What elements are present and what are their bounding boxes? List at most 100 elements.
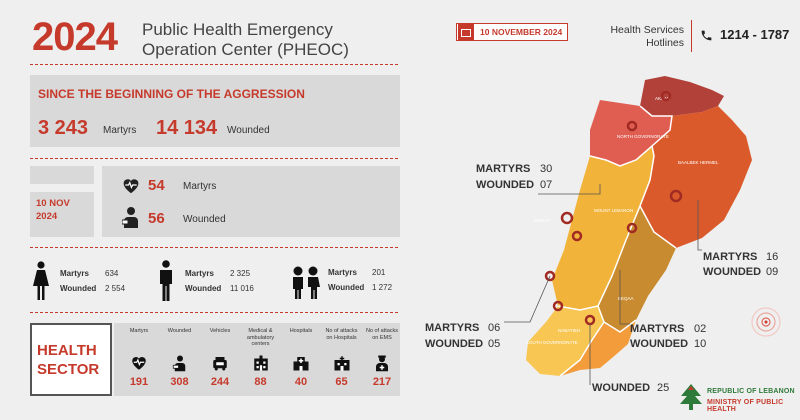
leader-bekaa	[619, 270, 630, 325]
health-sector-title-line1: HEALTH	[37, 342, 97, 359]
health-item-value: 308	[170, 376, 189, 388]
marker-south	[552, 300, 564, 312]
lebanon-map: AKKAR NORTH GOVERNORATE BAALBEK HERMEL B…	[504, 76, 781, 385]
heart-monitor-icon	[130, 354, 148, 372]
map-region-akkar	[640, 76, 724, 116]
woman-martyrs-value: 634	[105, 269, 119, 278]
health-item-value: 88	[254, 376, 267, 388]
children-wounded-label: Wounded	[328, 283, 365, 292]
marker-bekaa	[626, 222, 638, 234]
marker-beirut-1	[560, 211, 574, 225]
wounded-person-icon	[122, 207, 138, 228]
marker-beirut-2	[571, 230, 583, 242]
today-divider	[30, 247, 398, 248]
since-wounded-label: Wounded	[227, 125, 270, 136]
map-region-bekaa	[598, 206, 676, 332]
man-wounded-label: Wounded	[185, 284, 222, 293]
wounded-person-icon	[171, 354, 189, 372]
map-markers	[544, 90, 683, 326]
hotline-number: 1214 - 1787	[720, 27, 790, 42]
marker-north	[626, 120, 638, 132]
callout-bekaa-martyrs-label: MARTYRS	[630, 323, 685, 335]
health-item-value: 244	[210, 376, 230, 388]
marker-akkar	[660, 90, 672, 102]
today-date-top	[30, 166, 94, 184]
health-sector-title-line2: SECTOR	[37, 361, 100, 378]
callout-nabatieh-wounded-label: WOUNDED	[592, 382, 651, 394]
date-text: 10 NOVEMBER 2024	[480, 27, 563, 37]
cedar-logo-icon	[680, 384, 702, 410]
callout-mount-wounded-label: WOUNDED	[476, 179, 535, 191]
pheoc-title-line1: Public Health Emergency	[142, 20, 333, 39]
heart-pulse-icon	[123, 179, 139, 194]
callout-baalbek-martyrs-label: MARTYRS	[703, 251, 758, 263]
leader-south	[504, 275, 551, 323]
since-wounded-value: 14 134	[156, 117, 218, 139]
health-item-label: Martyrs	[129, 328, 149, 334]
ambulance-icon	[211, 354, 229, 372]
hotlines-label-line1: Health Services	[610, 24, 684, 36]
today-stats-panel	[102, 166, 400, 237]
marker-baalbek	[669, 189, 683, 203]
health-item-value: 40	[294, 376, 308, 388]
callout-bekaa-martyrs: 02	[694, 323, 707, 335]
callout-mount-martyrs: 30	[540, 163, 553, 175]
leader-mount	[538, 184, 601, 195]
hospital-icon	[292, 354, 310, 372]
hotlines-label-line2: Hotlines	[646, 37, 684, 49]
map-label-north: NORTH GOVERNORATE	[617, 134, 669, 139]
today-date-panel	[30, 192, 94, 237]
ems-attack-icon	[373, 354, 391, 372]
calendar-icon	[458, 24, 474, 40]
health-item-label: Wounded	[167, 328, 192, 334]
man-icon	[160, 260, 172, 301]
map-label-baalbek: BAALBEK HERMEL	[678, 160, 719, 165]
health-item-label: Hospitals	[289, 328, 313, 334]
health-item-value: 65	[335, 376, 348, 388]
radar-target-icon	[751, 307, 781, 337]
map-label-mount: MOUNT LEBANON	[594, 208, 633, 213]
man-martyrs-value: 2 325	[230, 269, 251, 278]
woman-icon	[33, 261, 49, 300]
health-item-label: No of attacks on Hospitals	[325, 328, 358, 341]
since-martyrs-label: Martyrs	[103, 125, 137, 136]
callout-bekaa-wounded: 10	[694, 338, 707, 350]
phone-icon	[701, 30, 712, 41]
callout-bekaa-wounded-label: WOUNDED	[630, 338, 689, 350]
pheoc-title-line2: Operation Center (PHEOC)	[142, 40, 349, 59]
health-item-value: 191	[129, 376, 149, 388]
today-wounded-label: Wounded	[183, 214, 226, 225]
map-region-south	[526, 306, 604, 376]
callout-nabatieh-wounded: 25	[657, 382, 670, 394]
callout-south-martyrs-label: MARTYRS	[425, 322, 480, 334]
children-martyrs-value: 201	[372, 268, 386, 277]
since-panel	[30, 75, 400, 147]
children-wounded-value: 1 272	[372, 283, 393, 292]
logo-line2: MINISTRY OF PUBLIC HEALTH	[707, 399, 784, 413]
man-martyrs-label: Martyrs	[185, 269, 214, 278]
year-title: 2024	[32, 15, 118, 59]
callout-baalbek-wounded: 09	[766, 266, 779, 278]
man-wounded-value: 11 016	[230, 284, 254, 293]
today-wounded-value: 56	[148, 210, 165, 227]
leader-baalbek	[697, 200, 702, 251]
hospital-attack-icon	[333, 354, 351, 372]
today-date-line2: 2024	[36, 211, 58, 222]
health-sector-title-box	[30, 323, 112, 396]
woman-wounded-value: 2 554	[105, 284, 126, 293]
callout-south-martyrs: 06	[488, 322, 501, 334]
map-region-mount	[552, 146, 654, 310]
header-divider	[30, 64, 398, 65]
hotlines-divider	[691, 20, 692, 52]
today-martyrs-value: 54	[148, 177, 165, 194]
health-item-label: Medical & ambulatory centers	[246, 328, 275, 347]
marker-mount	[544, 270, 556, 282]
demographics-divider	[30, 312, 398, 313]
medical-center-icon	[252, 354, 270, 372]
callout-baalbek-martyrs: 16	[766, 251, 779, 263]
date-badge: 10 NOVEMBER 2024	[456, 23, 568, 41]
since-divider	[30, 158, 398, 159]
callout-mount-wounded: 07	[540, 179, 553, 191]
callout-baalbek-wounded-label: WOUNDED	[703, 266, 762, 278]
logo-line1: REPUBLIC OF LEBANON	[707, 388, 795, 395]
